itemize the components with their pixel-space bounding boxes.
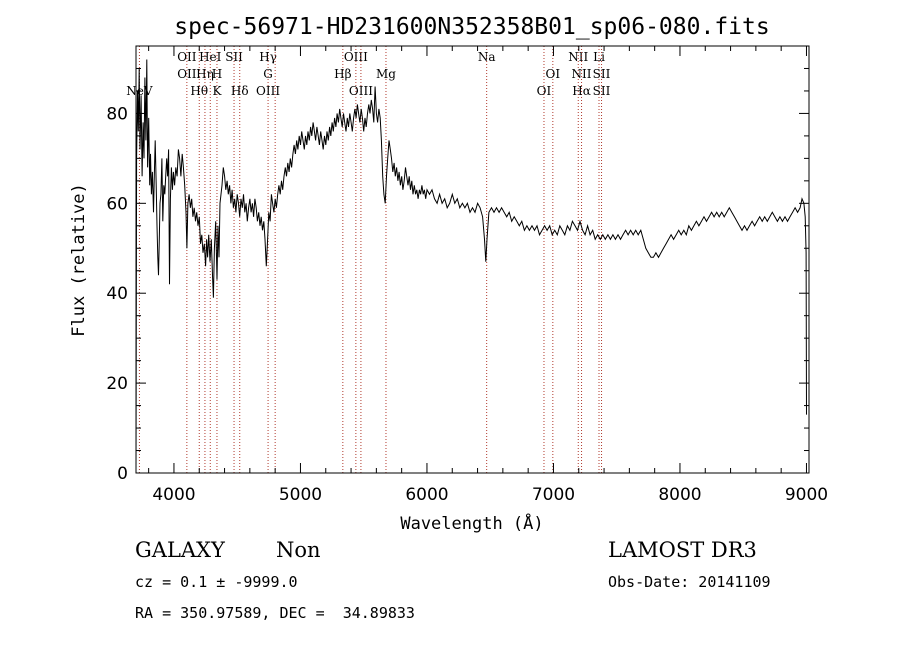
obs-date: Obs-Date: 20141109 [608,573,771,591]
line-marker-label: H [212,67,222,81]
y-tick-label: 20 [106,374,128,394]
line-marker-label: Mg [376,67,396,81]
line-marker-label: Hγ [259,50,277,64]
y-tick-label: 0 [117,464,128,484]
line-marker-label: Hη [196,67,214,81]
line-marker-label: OIII [344,50,368,64]
line-marker-label: OI [537,84,552,98]
object-subclass: Non [276,538,321,562]
line-marker-label: OIII [349,84,373,98]
line-marker-label: SII [225,50,243,64]
plot-frame [135,45,810,474]
x-tick-label: 7000 [532,485,575,505]
line-marker-label: NII [572,67,592,81]
line-marker-label: Li [593,50,605,64]
chart-title: spec-56971-HD231600N352358B01_sp06-080.f… [174,14,769,40]
x-tick-label: 8000 [658,485,701,505]
y-tick-label: 40 [106,284,128,304]
coordinates: RA = 350.97589, DEC = 34.89833 [135,604,415,622]
x-tick-label: 5000 [279,485,322,505]
line-marker-label: Hδ [231,84,249,98]
line-marker-label: NII [568,50,588,64]
y-axis-label: Flux (relative) [69,183,89,337]
line-marker-label: Na [478,50,496,64]
line-marker-label: K [212,84,222,98]
line-marker-label: G [263,67,273,81]
redshift-line: cz = 0.1 ± -9999.0 [135,573,298,591]
line-marker-label: HeI [199,50,222,64]
y-tick-label: 60 [106,194,128,214]
object-type: GALAXY [135,538,225,562]
x-axis-label: Wavelength (Å) [400,512,543,534]
axis-ticks: 4000 5000 6000 7000 8000 9000 0 20 40 60 80 [106,46,828,505]
spectrum-line [135,59,807,474]
line-marker-label: OII [177,67,197,81]
y-tick-label: 80 [106,104,128,124]
x-tick-label: 4000 [152,485,195,505]
line-marker-label: SII [593,84,611,98]
line-marker-label: OII [177,50,197,64]
line-marker-label: OI [546,67,561,81]
x-tick-label: 6000 [405,485,448,505]
line-marker-label: Hα [572,84,591,98]
line-marker-label: Hβ [334,67,351,81]
line-marker-label: OIII [256,84,280,98]
x-tick-label: 9000 [785,485,828,505]
line-marker-label: Hθ [190,84,208,98]
line-marker-label: SII [593,67,611,81]
survey-name: LAMOST DR3 [608,538,757,562]
